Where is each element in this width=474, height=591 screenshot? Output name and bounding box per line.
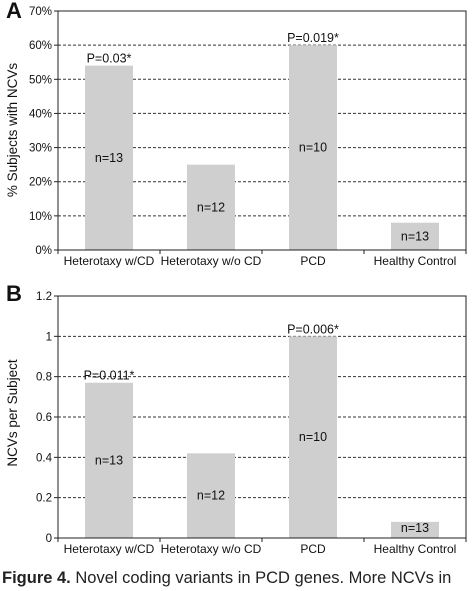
y-tick-label: 0.2 [36,493,52,505]
figure-caption: Figure 4. Novel coding variants in PCD g… [2,568,474,591]
y-tick-label: 70% [29,6,52,18]
bar-n-label: n=12 [197,200,225,214]
bars [85,336,439,538]
y-tick-label: 0.8 [36,372,52,384]
panel-label: A [6,0,22,23]
y-axis-title: % Subjects with NCVs [5,63,20,198]
panel-label: B [6,281,22,306]
y-tick-label: 0.4 [36,452,53,464]
bar [187,164,235,250]
y-tick-label: 40% [29,108,52,120]
x-category-label: Heterotaxy w/CD [64,542,155,556]
bar [187,453,235,538]
x-category-label: Heterotaxy w/o CD [161,254,262,268]
chart-panel-a: A % Subjects with NCVs 0% 10% 20% 30% 40% 50%… [5,0,467,268]
y-tick-label: 0.6 [36,412,52,424]
caption-text: Novel coding variants in PCD genes. More… [75,569,452,587]
bar [289,336,337,538]
bar [85,65,133,250]
bar-n-label: n=13 [95,151,123,165]
significance-annotation: P=0.03* [87,52,132,66]
bar-n-label: n=13 [401,521,429,535]
bars [85,45,439,251]
significance-annotation: P=0.011* [84,369,135,383]
significance-annotation: P=0.006* [287,322,339,336]
y-tick-label: 30% [29,143,52,155]
y-axis-title: NCVs per Subject [5,359,20,467]
plot-frame [57,295,467,539]
y-tick-label: 20% [29,177,52,189]
bar [391,521,439,538]
x-category-label: Heterotaxy w/o CD [161,542,262,556]
bar-n-label: n=13 [95,453,123,467]
y-tick-label: 50% [29,74,52,86]
y-tick-label: 1.2 [36,291,52,303]
x-category-label: Heterotaxy w/CD [64,254,155,268]
x-category-label: PCD [300,254,326,268]
labels: 0 0.2 0.4 0.6 0.8 1 1.2 n=13 P=0.011* Heterotaxy … [36,291,456,556]
bar-n-label: n=10 [299,141,327,155]
y-tick-label: 1 [46,331,52,343]
plot-frame [57,10,467,251]
x-category-label: Healthy Control [374,542,457,556]
caption-label: Figure 4. [2,569,71,587]
bar [391,222,439,250]
axes [54,295,467,542]
x-category-label: Healthy Control [374,254,457,268]
significance-annotation: P=0.019* [287,31,339,45]
labels: 0% 10% 20% 30% 40% 50% 60% 70% n=13 P=0.03* Hetero… [29,6,456,268]
y-tick-label: 0% [35,245,52,257]
bar-n-label: n=10 [299,430,327,444]
bar-n-label: n=12 [197,489,225,503]
y-tick-label: 10% [29,211,52,223]
bar [289,45,337,251]
y-tick-label: 0 [46,533,52,545]
x-category-label: PCD [300,542,326,556]
chart-panel-b: B NCVs per Subject 0 0.2 0.4 0.6 0.8 1 1.2 n=13… [5,281,467,556]
y-tick-label: 60% [29,40,52,52]
bar-n-label: n=13 [401,229,429,243]
bar [85,382,133,538]
axes [54,10,467,254]
